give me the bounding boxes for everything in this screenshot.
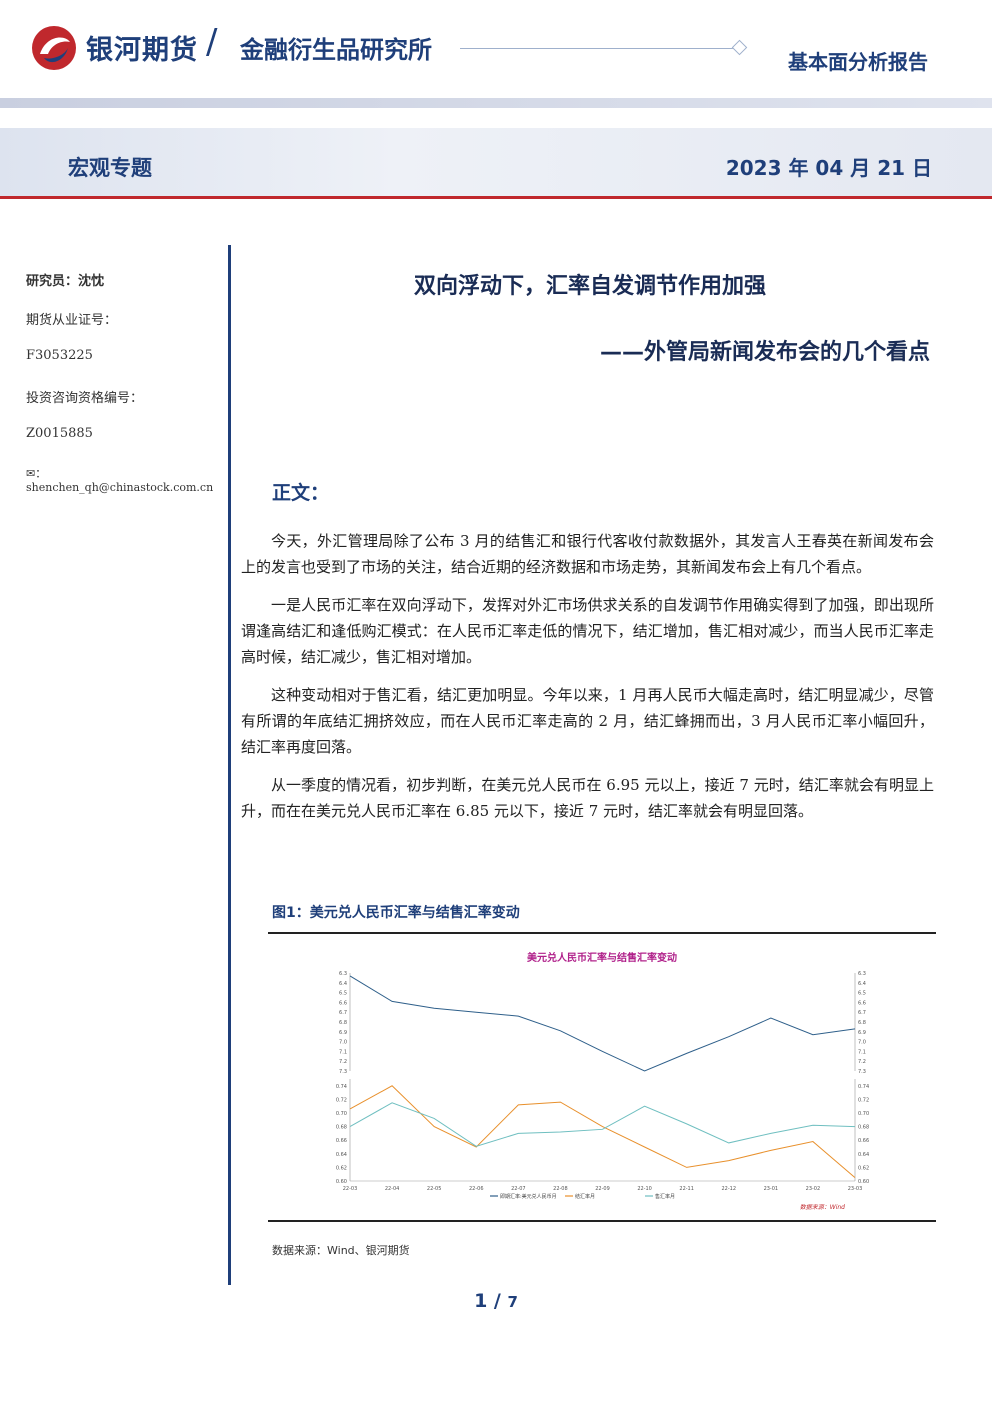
license-number: F3053225	[26, 348, 93, 363]
bottom-tick-label-left: 0.70	[336, 1111, 347, 1117]
bottom-tick-label-left: 0.60	[336, 1179, 347, 1185]
x-tick-label: 23-01	[764, 1186, 779, 1192]
page-total: 7	[507, 1293, 518, 1311]
top-tick-label-right: 6.7	[858, 1010, 866, 1016]
report-date: 2023 年 04 月 21 日	[725, 156, 932, 180]
bottom-tick-label-right: 0.64	[858, 1152, 869, 1158]
header-slash: /	[206, 22, 218, 62]
figure-bottom-rule	[268, 1220, 936, 1222]
figure-source: 数据来源：Wind、银河期货	[272, 1244, 410, 1257]
paragraph: 这种变动相对于售汇看，结汇更加明显。今年以来，1 月再人民币大幅走高时，结汇明显…	[241, 686, 934, 756]
mail-icon: ✉	[26, 467, 36, 480]
email-row: ✉：shenchen_qh@chinastock.com.cn	[26, 465, 226, 504]
top-tick-label-left: 7.0	[339, 1040, 347, 1046]
top-tick-label-right: 6.8	[858, 1020, 866, 1026]
author-sidebar: 研究员：沈忱 期货从业证号： F3053225 投资咨询资格编号： Z00158…	[26, 270, 226, 504]
top-tick-label-right: 6.3	[858, 971, 866, 977]
report-title: 双向浮动下，汇率自发调节作用加强	[413, 274, 766, 299]
header-stripe	[0, 98, 992, 108]
bottom-tick-label-left: 0.68	[336, 1125, 347, 1131]
bottom-tick-label-left: 0.72	[336, 1097, 347, 1103]
top-tick-label-left: 6.7	[339, 1010, 347, 1016]
bottom-tick-label-right: 0.70	[858, 1111, 869, 1117]
top-tick-label-left: 6.8	[339, 1020, 347, 1026]
top-tick-label-right: 7.2	[858, 1059, 866, 1065]
section-label: 宏观专题	[68, 156, 152, 180]
bottom-tick-label-right: 0.62	[858, 1165, 869, 1171]
researcher: 研究员：沈忱	[26, 274, 105, 289]
page-number: 1 / 7	[0, 1290, 992, 1312]
header-line	[460, 48, 735, 49]
exchange-rate-chart: 美元兑人民币汇率与结售汇率变动 6.3 6.3 6.4 6.4 6.5 6.5 6.6 6.6 6…	[336, 951, 869, 1211]
bottom-tick-label-right: 0.72	[858, 1097, 869, 1103]
series-line-settlement	[349, 1085, 856, 1178]
x-tick-label: 22-03	[343, 1186, 358, 1192]
logo-icon	[32, 26, 76, 70]
page-current: 1	[474, 1290, 488, 1312]
top-tick-label-right: 6.4	[858, 981, 866, 987]
report-type: 基本面分析报告	[788, 50, 928, 74]
top-tick-label-right: 6.9	[858, 1030, 866, 1036]
body-text: 今天，外汇管理局除了公布 3 月的结售汇和银行代客收付款数据外，其发言人王春英在…	[241, 528, 934, 836]
bottom-tick-label-right: 0.60	[858, 1179, 869, 1185]
figure-top-rule	[268, 932, 936, 934]
bottom-tick-label-right: 0.68	[858, 1125, 869, 1131]
section-band	[0, 128, 992, 196]
top-tick-label-left: 6.6	[339, 1000, 347, 1006]
x-tick-label: 22-10	[637, 1186, 652, 1192]
top-tick-label-right: 6.5	[858, 991, 866, 997]
bottom-tick-label-left: 0.66	[336, 1138, 347, 1144]
page-header: 银河期货 / 金融衍生品研究所 基本面分析报告	[0, 0, 992, 100]
x-tick-label: 22-07	[511, 1186, 526, 1192]
figure-title: 图1：美元兑人民币汇率与结售汇率变动	[272, 905, 520, 921]
bottom-tick-label-right: 0.66	[858, 1138, 869, 1144]
institute-name: 金融衍生品研究所	[240, 36, 432, 64]
license-label: 期货从业证号：	[26, 313, 118, 328]
top-tick-label-right: 6.6	[858, 1000, 866, 1006]
top-tick-label-left: 6.4	[339, 981, 347, 987]
chart-source-note: 数据来源：Wind	[800, 1203, 845, 1211]
brand-name: 银河期货	[86, 35, 198, 66]
consult-number: Z0015885	[26, 426, 93, 441]
legend-entry: 即期汇率:美元兑人民币月	[500, 1193, 557, 1200]
bottom-tick-label-right: 0.74	[858, 1084, 869, 1090]
consult-label: 投资咨询资格编号：	[26, 391, 144, 406]
top-tick-label-right: 7.3	[858, 1069, 866, 1075]
x-tick-label: 22-12	[721, 1186, 736, 1192]
x-tick-label: 23-03	[848, 1186, 863, 1192]
x-tick-label: 22-06	[469, 1186, 484, 1192]
diamond-icon	[731, 39, 748, 56]
top-tick-label-left: 7.2	[339, 1059, 347, 1065]
legend-entry: 结汇率月	[575, 1193, 595, 1200]
report-subtitle: ——外管局新闻发布会的几个看点	[599, 340, 930, 365]
paragraph: 一是人民币汇率在双向浮动下，发挥对外汇市场供求关系的自发调节作用确实得到了加强，…	[241, 596, 934, 666]
legend-entry: 售汇率月	[655, 1193, 675, 1200]
top-tick-label-left: 6.5	[339, 991, 347, 997]
series-line-sale	[349, 1102, 856, 1147]
top-tick-label-left: 6.3	[339, 971, 347, 977]
top-tick-label-left: 7.1	[339, 1049, 347, 1055]
x-tick-label: 23-02	[806, 1186, 821, 1192]
top-tick-label-right: 7.0	[858, 1040, 866, 1046]
chart-title: 美元兑人民币汇率与结售汇率变动	[527, 951, 677, 964]
x-tick-label: 22-09	[595, 1186, 610, 1192]
band-divider	[0, 196, 992, 199]
email-address[interactable]: ：shenchen_qh@chinastock.com.cn	[26, 467, 214, 494]
paragraph: 今天，外汇管理局除了公布 3 月的结售汇和银行代客收付款数据外，其发言人王春英在…	[241, 532, 934, 576]
x-tick-label: 22-11	[679, 1186, 694, 1192]
top-tick-label-left: 7.3	[339, 1069, 347, 1075]
body-heading: 正文：	[272, 482, 330, 504]
x-tick-label: 22-04	[385, 1186, 400, 1192]
sidebar-divider	[228, 245, 231, 1285]
paragraph: 从一季度的情况看，初步判断，在美元兑人民币在 6.95 元以上，接近 7 元时，…	[241, 776, 934, 820]
x-tick-label: 22-08	[553, 1186, 568, 1192]
bottom-tick-label-left: 0.64	[336, 1152, 347, 1158]
top-tick-label-left: 6.9	[339, 1030, 347, 1036]
bottom-tick-label-left: 0.74	[336, 1084, 347, 1090]
top-tick-label-right: 7.1	[858, 1049, 866, 1055]
page-slash: /	[493, 1290, 508, 1312]
series-line-usdcny	[349, 975, 856, 1072]
bottom-tick-label-left: 0.62	[336, 1165, 347, 1171]
x-tick-label: 22-05	[427, 1186, 442, 1192]
